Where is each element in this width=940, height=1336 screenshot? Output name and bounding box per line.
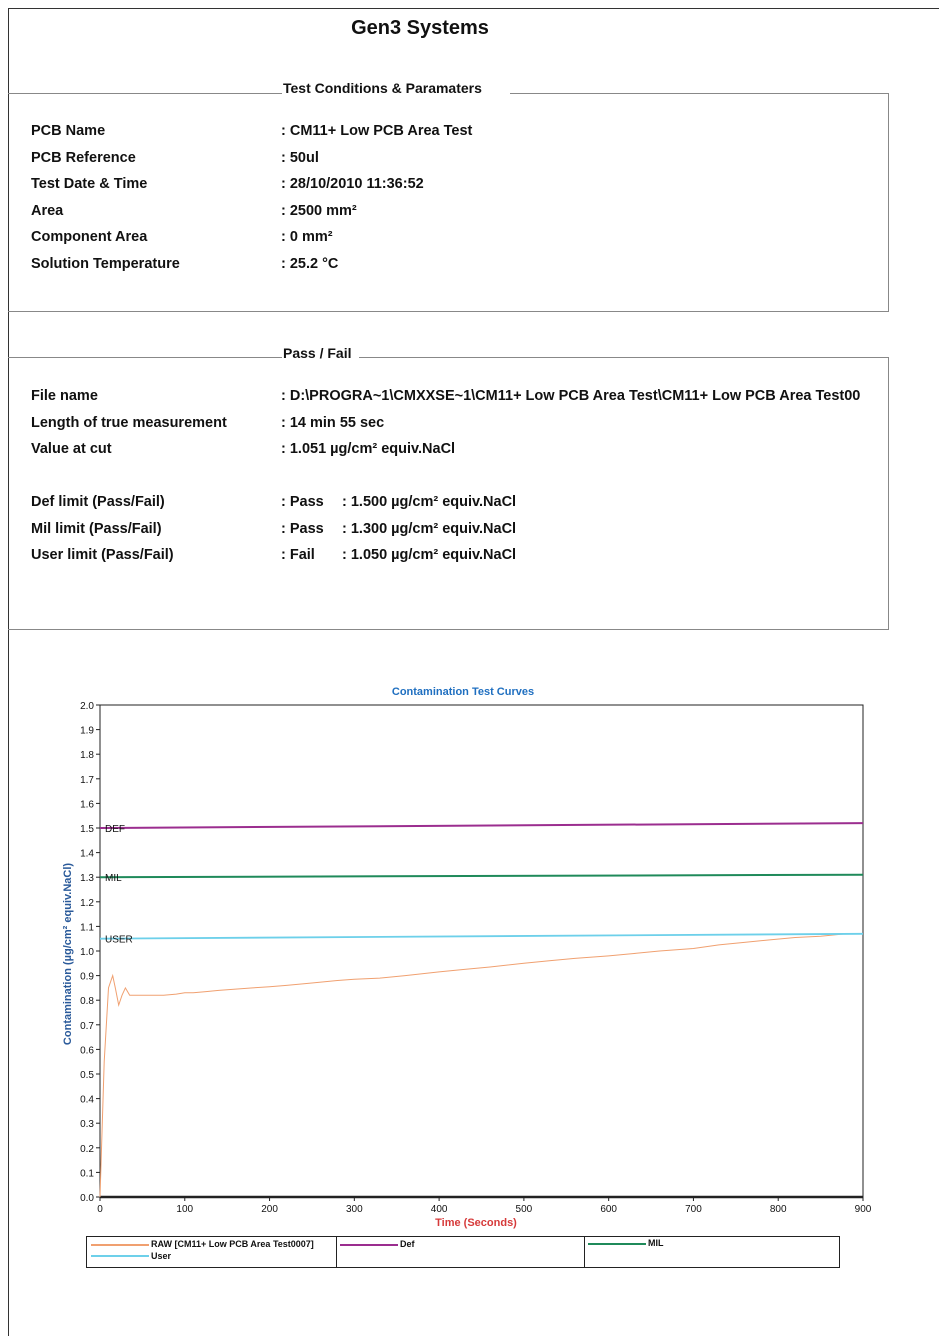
plot-frame	[99, 704, 864, 1198]
y-tick-label: 1.1	[80, 922, 94, 933]
passfail-label: File name	[31, 388, 98, 404]
chart-legend: RAW [CM11+ Low PCB Area Test0007] User D…	[86, 1236, 840, 1268]
limit-label: Mil limit (Pass/Fail)	[31, 521, 162, 537]
contamination-chart: Contamination Test Curves 0.0 0.1 0.2 0.3 0.…	[62, 686, 872, 1229]
page-title: Gen3 Systems	[351, 17, 489, 39]
passfail-title: Pass / Fail	[282, 345, 353, 361]
limit-label-def: DEF	[105, 824, 125, 835]
y-tick-label: 0.4	[80, 1095, 94, 1106]
x-tick-label: 100	[176, 1204, 193, 1215]
passfail-divider-right	[359, 357, 888, 358]
y-tick-label: 1.2	[80, 898, 94, 909]
y-tick-label: 1.7	[80, 775, 94, 786]
x-tick-label: 200	[261, 1204, 278, 1215]
file-name-value: : D:\PROGRA~1\CMXXSE~1\CM11+ Low PCB Are…	[281, 388, 861, 404]
conditions-title: Test Conditions & Paramaters	[282, 80, 483, 96]
series-line-raw	[99, 933, 859, 1198]
x-tick-label: 600	[600, 1204, 617, 1215]
y-tick-label: 1.9	[80, 726, 94, 737]
condition-label: PCB Reference	[31, 150, 136, 166]
y-tick-label: 0.5	[80, 1070, 94, 1081]
legend-swatch-raw	[91, 1244, 149, 1246]
limit-value: : 1.500 µg/cm² equiv.NaCl	[342, 494, 517, 510]
legend-label-def: Def	[400, 1239, 415, 1249]
series-line-user	[99, 932, 864, 940]
x-tick-label: 400	[431, 1204, 448, 1215]
legend-cell-def: Def	[336, 1237, 585, 1267]
x-tick-label: 700	[685, 1204, 702, 1215]
y-axis-label: Contamination (µg/cm² equiv.NaCl)	[62, 863, 74, 1045]
passfail-label: Length of true measurement	[31, 415, 227, 431]
x-tick-label: 0	[97, 1204, 103, 1215]
condition-value: : CM11+ Low PCB Area Test	[281, 123, 473, 139]
y-tick-label: 1.5	[80, 824, 94, 835]
condition-label: Area	[31, 203, 64, 219]
y-tick-label: 1.6	[80, 799, 94, 810]
limit-label-mil: MIL	[105, 873, 122, 884]
legend-swatch-def	[340, 1244, 398, 1246]
chart-title: Contamination Test Curves	[392, 686, 534, 698]
x-tick-label: 900	[855, 1204, 872, 1215]
y-tick-label: 1.4	[80, 849, 94, 860]
series-line-mil	[99, 873, 864, 879]
condition-label: Solution Temperature	[31, 256, 180, 272]
y-tick-label: 0.8	[80, 996, 94, 1007]
page-border	[8, 8, 939, 1336]
passfail-box	[8, 357, 889, 630]
conditions-divider-right	[510, 93, 888, 94]
passfail-value: : 1.051 µg/cm² equiv.NaCl	[281, 441, 456, 457]
legend-label-mil: MIL	[648, 1238, 664, 1248]
y-tick-label: 0.7	[80, 1021, 94, 1032]
passfail-divider-left	[8, 357, 282, 358]
condition-value: : 28/10/2010 11:36:52	[281, 176, 424, 192]
y-tick-label: 0.2	[80, 1144, 94, 1155]
limit-label-user: USER	[105, 935, 133, 946]
y-tick-label: 0.9	[80, 972, 94, 983]
condition-label: PCB Name	[31, 123, 106, 139]
limit-result: : Fail	[281, 547, 315, 563]
legend-swatch-user	[91, 1255, 149, 1257]
x-axis-label: Time (Seconds)	[435, 1217, 517, 1229]
passfail-label: Value at cut	[31, 441, 112, 457]
legend-swatch-mil	[588, 1243, 646, 1245]
condition-value: : 50ul	[281, 150, 319, 166]
y-tick-label: 1.3	[80, 873, 94, 884]
passfail-value: : 14 min 55 sec	[281, 415, 385, 431]
series-line-def	[99, 822, 864, 829]
x-tick-label: 300	[346, 1204, 363, 1215]
limit-result: : Pass	[281, 521, 324, 537]
y-tick-label: 0.0	[80, 1193, 94, 1204]
y-tick-label: 0.1	[80, 1168, 94, 1179]
y-tick-label: 2.0	[80, 701, 94, 712]
legend-label-raw: RAW [CM11+ Low PCB Area Test0007]	[151, 1239, 314, 1249]
legend-label-user: User	[151, 1251, 172, 1261]
chart-area: Contamination Test Curves 0.0 0.1 0.2 0.3 0.…	[0, 680, 940, 1280]
limit-value: : 1.050 µg/cm² equiv.NaCl	[342, 547, 517, 563]
y-tick-label: 0.6	[80, 1045, 94, 1056]
y-tick-label: 0.3	[80, 1119, 94, 1130]
condition-value: : 0 mm²	[281, 229, 333, 245]
condition-value: : 25.2 °C	[281, 256, 339, 272]
legend-cell-raw: RAW [CM11+ Low PCB Area Test0007] User	[87, 1237, 337, 1267]
x-tick-label: 500	[516, 1204, 533, 1215]
conditions-divider-left	[8, 93, 282, 94]
x-tick-label: 800	[770, 1204, 787, 1215]
condition-label: Component Area	[31, 229, 148, 245]
conditions-box	[8, 93, 889, 312]
limit-label: User limit (Pass/Fail)	[31, 547, 174, 563]
limit-label: Def limit (Pass/Fail)	[31, 494, 165, 510]
y-tick-label: 1.8	[80, 750, 94, 761]
limit-result: : Pass	[281, 494, 324, 510]
condition-label: Test Date & Time	[31, 176, 148, 192]
legend-cell-mil: MIL	[584, 1237, 839, 1267]
limit-value: : 1.300 µg/cm² equiv.NaCl	[342, 521, 517, 537]
condition-value: : 2500 mm²	[281, 203, 357, 219]
y-tick-label: 1.0	[80, 947, 94, 958]
